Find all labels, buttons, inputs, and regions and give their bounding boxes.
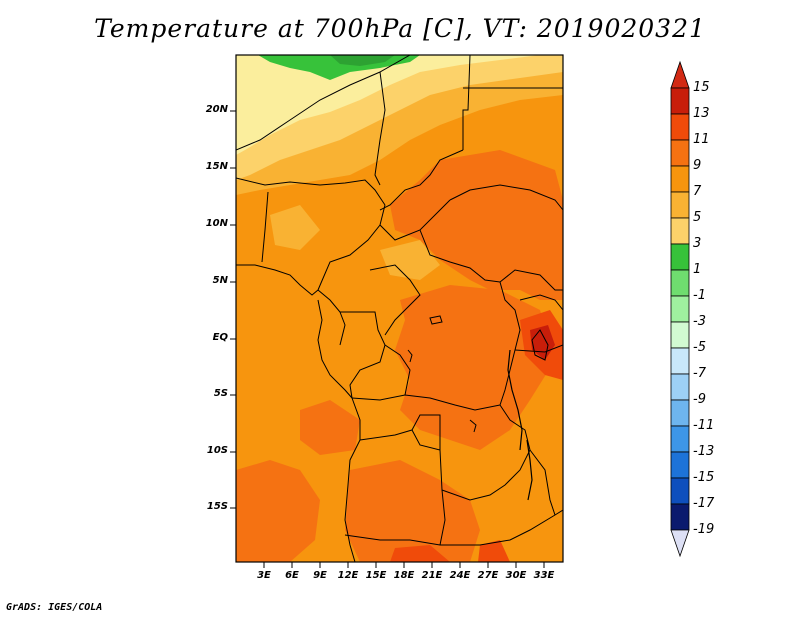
colorbar-swatch: [670, 451, 690, 479]
colorbar-swatch: [670, 217, 690, 245]
colorbar-label: 7: [693, 184, 702, 199]
lon-label: 15E: [365, 570, 387, 581]
colorbar-swatch: [670, 477, 690, 505]
colorbar-label: 5: [693, 210, 702, 225]
colorbar-label: -5: [693, 340, 706, 355]
lon-label: 12E: [337, 570, 359, 581]
colorbar-swatch: [670, 191, 690, 219]
colorbar-label: -17: [693, 496, 715, 511]
field-patch-13c-s: [390, 545, 450, 562]
lat-label: 15S: [206, 501, 228, 512]
colorbar: [670, 60, 690, 558]
colorbar-label: -7: [693, 366, 706, 381]
colorbar-label: 13: [693, 106, 710, 121]
colorbar-label: 9: [693, 158, 702, 173]
field-patch-11c-w: [300, 400, 360, 455]
axis-ticks: [230, 110, 545, 568]
colorbar-swatch: [670, 139, 690, 167]
field-band-cold: [330, 55, 395, 66]
colorbar-swatch: [670, 87, 690, 115]
colorbar-swatch: [670, 113, 690, 141]
map-frame: [235, 54, 564, 563]
colorbar-swatch: [670, 321, 690, 349]
colorbar-arrow-top: [670, 60, 690, 89]
field-pocket-7c-2: [270, 205, 320, 250]
field-band-3c: [236, 55, 540, 155]
field-patch-11c-ne: [390, 150, 563, 300]
colorbar-label: -15: [693, 470, 715, 485]
colorbar-label: -1: [693, 288, 706, 303]
colorbar-label: -3: [693, 314, 706, 329]
footer-credit: GrADS: IGES/COLA: [6, 602, 103, 613]
lon-label: 6E: [285, 570, 299, 581]
field-pocket-7c-1: [380, 240, 440, 280]
lat-label: 5S: [213, 388, 228, 399]
field-patch-11c-c: [395, 285, 555, 450]
country-boundaries: [236, 55, 563, 562]
lat-label: 5N: [212, 275, 228, 286]
lat-label: 20N: [205, 104, 228, 115]
lon-label: 30E: [505, 570, 527, 581]
colorbar-swatch: [670, 165, 690, 193]
field-patch-13c-s2: [478, 540, 510, 562]
colorbar-label: 1: [693, 262, 702, 277]
colorbar-swatch: [670, 347, 690, 375]
colorbar-label: 3: [693, 236, 702, 251]
colorbar-label: 15: [693, 80, 710, 95]
lon-label: 24E: [449, 570, 471, 581]
colorbar-swatch: [670, 373, 690, 401]
lon-label: 21E: [421, 570, 443, 581]
field-patch-11c-s: [345, 460, 480, 562]
lat-label: 10N: [205, 218, 228, 229]
colorbar-swatch: [670, 503, 690, 531]
colorbar-label: -13: [693, 444, 715, 459]
field-patch-11c-sw: [236, 460, 320, 562]
map-title: Temperature at 700hPa [C], VT: 201902032…: [94, 14, 706, 43]
colorbar-label: -11: [693, 418, 715, 433]
colorbar-swatch: [670, 425, 690, 453]
colorbar-swatch: [670, 399, 690, 427]
colorbar-label: -9: [693, 392, 706, 407]
lon-label: 3E: [257, 570, 271, 581]
colorbar-swatch: [670, 243, 690, 271]
lon-label: 27E: [477, 570, 499, 581]
lat-label: 15N: [205, 161, 228, 172]
colorbar-label: -19: [693, 522, 715, 537]
colorbar-label: 11: [693, 132, 710, 147]
lat-label: 10S: [206, 445, 228, 456]
lon-label: 33E: [533, 570, 555, 581]
lon-label: 9E: [313, 570, 327, 581]
lat-label: EQ: [212, 332, 228, 343]
colorbar-swatch: [670, 295, 690, 323]
lon-label: 18E: [393, 570, 415, 581]
temperature-field: [236, 55, 563, 562]
colorbar-arrow-bottom: [670, 529, 690, 558]
colorbar-swatch: [670, 269, 690, 297]
